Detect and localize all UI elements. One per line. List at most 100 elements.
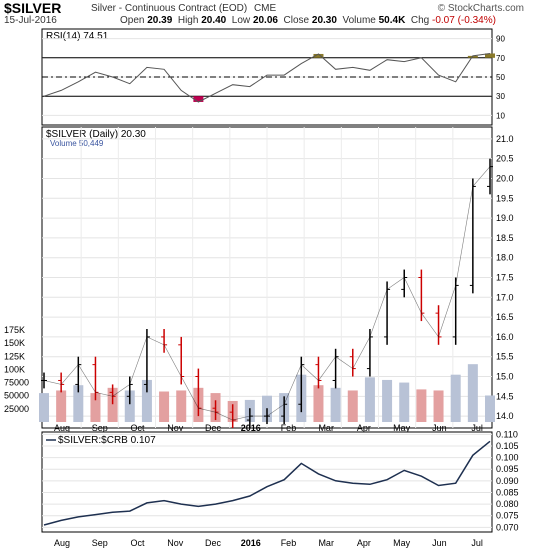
rsi-tick-label: 10 (496, 111, 505, 120)
volume-bar (416, 389, 427, 422)
volume-bar (90, 393, 101, 422)
volume-bar (73, 385, 84, 422)
ratio-tick-label: 0.085 (496, 487, 519, 497)
ratio-tick-label: 0.095 (496, 464, 519, 474)
month-label: Feb (281, 538, 297, 548)
description-text: Silver - Continuous Contract (EOD) (91, 3, 248, 14)
month-label: Oct (130, 423, 145, 433)
price-tick-label: 14.0 (496, 411, 514, 421)
volume-title: Volume 50,449 (50, 139, 104, 148)
low-label: Low (231, 15, 251, 26)
ohlc-summary: Open 20.39 High 20.40 Low 20.06 Close 20… (120, 15, 496, 26)
stockcharts-brand[interactable]: © StockCharts.com (437, 3, 524, 14)
rsi-overbought-fill (485, 53, 495, 58)
low-value: 20.06 (252, 15, 278, 26)
month-label: Dec (205, 538, 222, 548)
month-label: May (393, 538, 411, 548)
month-label: Jul (471, 538, 483, 548)
ratio-panel: $SILVER:$CRB 0.107 0.0700.0750.0800.0850… (41, 429, 519, 533)
rsi-tick-label: 30 (496, 92, 505, 101)
month-label: Sep (92, 423, 108, 433)
chg-label: Chg (410, 15, 430, 26)
symbol-description: Silver - Continuous Contract (EOD) CME (91, 3, 276, 14)
ratio-tick-label: 0.100 (496, 453, 519, 463)
month-label: Aug (54, 423, 70, 433)
ratio-line (43, 440, 491, 526)
volume-tick-label: 150K (4, 338, 25, 348)
month-label: Jun (432, 423, 447, 433)
rsi-panel: RSI(14) 74.51 10 30 50 70 90 (41, 28, 505, 126)
volume-value: 50.4K (378, 15, 406, 26)
rsi-overbought-fill (313, 53, 324, 58)
high-value: 20.40 (201, 15, 227, 26)
open-value: 20.39 (147, 15, 173, 26)
month-label: Apr (357, 538, 371, 548)
rsi-line (43, 53, 491, 103)
volume-tick-label: 25000 (4, 404, 29, 414)
price-tick-label: 20.5 (496, 154, 514, 164)
rsi-title: RSI(14) 74.51 (46, 31, 109, 42)
ratio-tick-label: 0.070 (496, 522, 519, 532)
rsi-overbought-fill (467, 55, 478, 58)
ratio-tick-label: 0.090 (496, 476, 519, 486)
volume-bar (347, 390, 358, 422)
volume-tick-label: 125K (4, 351, 25, 361)
price-tick-label: 15.5 (496, 352, 514, 362)
price-panel: $SILVER (Daily) 20.30 Volume 50,449 14.0… (4, 126, 514, 429)
volume-bar (107, 387, 118, 422)
price-title: $SILVER (Daily) 20.30 (46, 129, 146, 140)
volume-label: Volume (342, 15, 376, 26)
month-label: 2016 (241, 538, 261, 548)
volume-bar (433, 390, 444, 422)
month-label: Oct (130, 538, 145, 548)
volume-bar (159, 391, 170, 422)
rsi-tick-label: 70 (496, 54, 505, 63)
price-tick-label: 15.0 (496, 372, 514, 382)
month-label: Jul (471, 423, 483, 433)
volume-tick-label: 100K (4, 364, 25, 374)
price-tick-label: 21.0 (496, 134, 514, 144)
close-value: 20.30 (311, 15, 337, 26)
month-label: Dec (205, 423, 222, 433)
volume-tick-label: 175K (4, 325, 25, 335)
month-axis-bottom: Aug Sep Oct Nov Dec 2016 Feb Mar Apr May Jun Jul (54, 538, 483, 548)
volume-tick-label: 75000 (4, 378, 29, 388)
month-label: May (393, 423, 411, 433)
month-label: 2016 (241, 423, 261, 433)
ratio-tick-label: 0.075 (496, 511, 519, 521)
price-tick-label: 14.5 (496, 391, 514, 401)
volume-bar (56, 390, 67, 422)
month-label: Aug (54, 538, 70, 548)
month-axis-middle: Aug Sep Oct Nov Dec 2016 Feb Mar Apr May Jun Jul (54, 423, 483, 433)
rsi-tick-label: 50 (496, 73, 505, 82)
price-tick-label: 18.5 (496, 233, 514, 243)
volume-bar (313, 385, 324, 422)
ratio-panel-frame (41, 431, 493, 533)
rsi-tick-label: 90 (496, 35, 505, 44)
volume-bar (399, 382, 410, 422)
volume-bar (141, 379, 152, 422)
close-label: Close (283, 15, 310, 26)
month-label: Sep (92, 538, 108, 548)
volume-bar (330, 387, 341, 422)
month-label: Apr (357, 423, 371, 433)
month-label: Mar (318, 538, 334, 548)
volume-bar (382, 379, 393, 422)
open-label: Open (120, 15, 145, 26)
month-label: Feb (281, 423, 297, 433)
price-tick-label: 19.5 (496, 193, 514, 203)
symbol-title[interactable]: $SILVER (4, 0, 62, 16)
volume-bar (467, 364, 478, 422)
month-label: Jun (432, 538, 447, 548)
price-tick-label: 20.0 (496, 173, 514, 183)
volume-bar (39, 393, 49, 422)
price-close-line (43, 166, 491, 421)
volume-bar (485, 395, 495, 422)
ratio-tick-label: 0.105 (496, 441, 519, 451)
ratio-title: $SILVER:$CRB 0.107 (58, 435, 156, 446)
volume-bar (176, 390, 187, 422)
chg-value: -0.07 (-0.34%) (432, 15, 496, 26)
month-label: Mar (318, 423, 334, 433)
ratio-tick-label: 0.110 (496, 429, 518, 439)
